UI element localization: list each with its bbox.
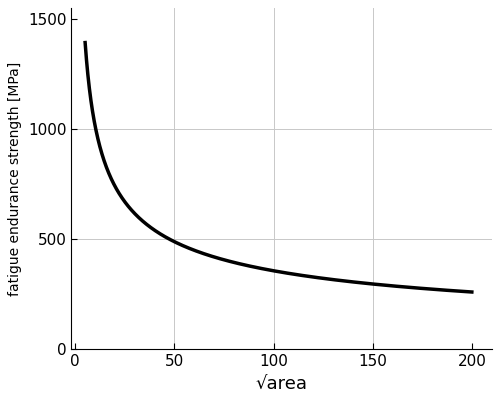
- X-axis label: √area: √area: [256, 375, 308, 393]
- Y-axis label: fatigue endurance strength [MPa]: fatigue endurance strength [MPa]: [8, 62, 22, 296]
